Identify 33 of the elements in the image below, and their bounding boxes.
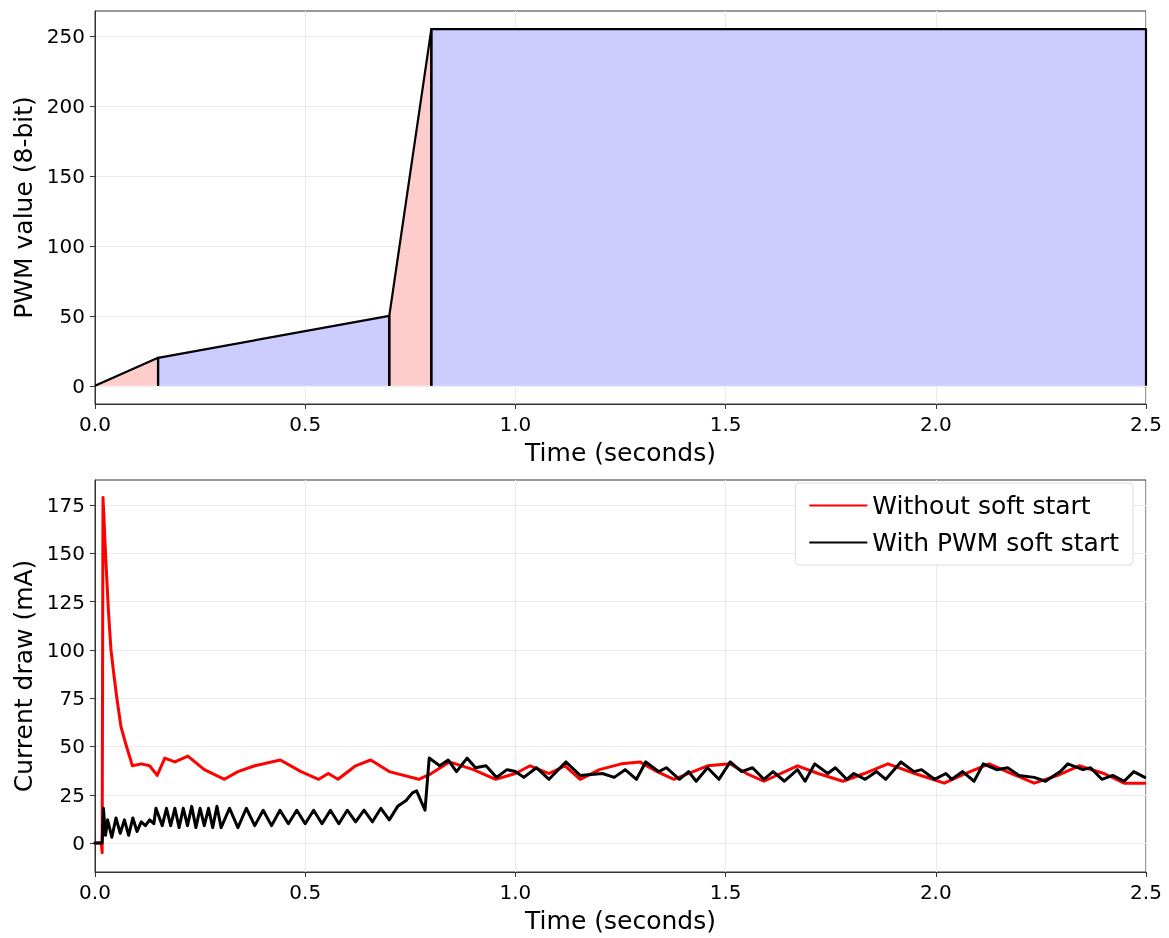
y-tick-label: 25 [59, 782, 85, 807]
y-tick-label: 150 [46, 541, 85, 566]
y-tick-label: 175 [46, 493, 85, 518]
x-tick-label: 1.0 [499, 412, 532, 436]
y-tick-label: 100 [46, 637, 85, 662]
x-tick-label: 2.5 [1130, 412, 1162, 436]
x-axis-title: Time (seconds) [524, 906, 716, 935]
y-tick-label: 125 [46, 589, 85, 614]
y-tick-label: 250 [46, 24, 85, 49]
y-tick-label: 150 [46, 164, 85, 189]
x-tick-label: 0.5 [289, 880, 322, 904]
x-tick-label: 1.5 [709, 412, 742, 436]
y-tick-label: 0 [72, 373, 85, 398]
y-tick-label: 100 [46, 233, 85, 258]
y-axis-title: PWM value (8-bit) [8, 96, 38, 319]
y-axis-title: Current draw (mA) [8, 559, 38, 793]
y-tick-label: 50 [59, 734, 85, 759]
y-tick-label: 75 [59, 686, 85, 711]
x-tick-label: 2.0 [919, 880, 952, 904]
y-tick-label: 50 [59, 303, 85, 328]
x-tick-label: 2.5 [1130, 880, 1162, 904]
x-tick-label: 0.5 [289, 412, 322, 436]
x-tick-label: 1.0 [499, 880, 532, 904]
x-tick-label: 2.0 [919, 412, 952, 436]
line-series [93, 756, 1147, 845]
x-tick-label: 0.0 [79, 880, 111, 904]
legend-label: Without soft start [872, 491, 1091, 520]
x-tick-label: 0.0 [79, 412, 111, 436]
legend-label: With PWM soft start [872, 528, 1120, 557]
x-tick-label: 1.5 [709, 880, 742, 904]
x-axis-title: Time (seconds) [524, 438, 716, 467]
y-tick-label: 0 [72, 831, 85, 856]
y-tick-label: 200 [46, 94, 85, 119]
